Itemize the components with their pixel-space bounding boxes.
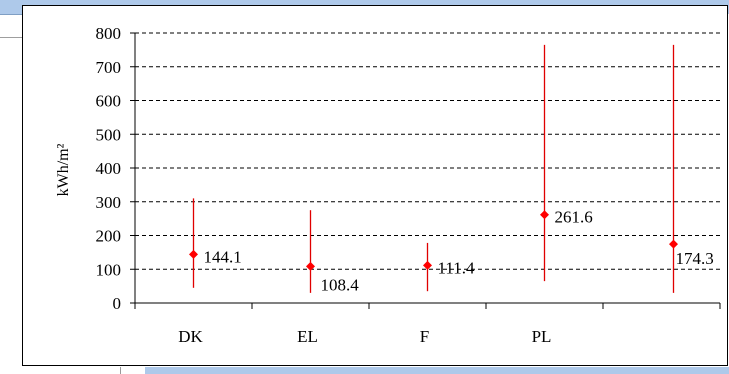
y-tick-labels: 0 100 200 300 400 500 600 700 800 [96, 24, 135, 313]
category-labels: DK EL F PL [178, 327, 551, 346]
y-tick-label: 600 [96, 92, 122, 111]
y-tick-label: 400 [96, 159, 122, 178]
category-label: DK [178, 327, 203, 346]
data-point [423, 260, 432, 270]
y-tick-label: 800 [96, 24, 122, 43]
data-label: 111.4 [438, 258, 475, 277]
background-window-strip [0, 14, 22, 38]
data-point [189, 249, 198, 259]
y-tick-label: 300 [96, 193, 122, 212]
gridlines [135, 32, 720, 270]
background-window-band-bottom [145, 367, 729, 374]
x-tick-marks [134, 303, 721, 309]
category-label: F [420, 327, 429, 346]
data-point [669, 239, 678, 249]
category-label: EL [297, 327, 318, 346]
chart-frame [22, 5, 728, 366]
y-tick-label: 500 [96, 125, 122, 144]
data-label: 174.3 [676, 249, 714, 268]
y-axis-label: kWh/m² [55, 143, 72, 196]
y-tick-label: 200 [96, 227, 122, 246]
y-tick-label: 100 [96, 260, 122, 279]
data-point [540, 210, 549, 220]
data-point [306, 261, 315, 271]
background-divider [120, 367, 121, 374]
data-label: 261.6 [555, 208, 593, 227]
data-marks: 144.1 108.4 111.4 261.6 174.3 [189, 44, 714, 294]
data-label: 144.1 [204, 247, 242, 266]
y-tick-label: 700 [96, 58, 122, 77]
category-label: PL [532, 327, 552, 346]
y-tick-label: 0 [113, 294, 122, 313]
data-label: 108.4 [321, 275, 360, 294]
